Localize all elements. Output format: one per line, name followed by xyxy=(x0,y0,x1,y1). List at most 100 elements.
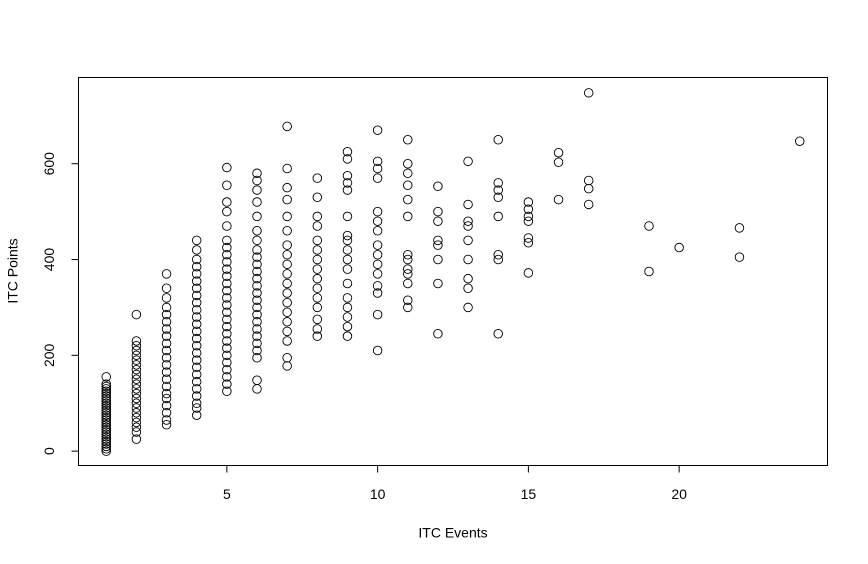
point xyxy=(222,206,232,217)
point xyxy=(222,343,232,353)
point xyxy=(312,331,323,341)
point xyxy=(131,336,142,346)
point xyxy=(131,427,142,437)
point xyxy=(191,297,202,308)
point xyxy=(222,350,232,361)
point xyxy=(523,216,534,226)
point xyxy=(252,252,262,262)
point xyxy=(191,340,202,351)
point xyxy=(312,273,323,284)
point xyxy=(191,235,202,246)
point xyxy=(222,357,232,368)
point xyxy=(161,345,172,356)
point xyxy=(433,235,443,246)
point xyxy=(101,443,111,454)
point xyxy=(161,302,172,313)
point xyxy=(131,412,142,423)
point xyxy=(342,185,353,195)
point xyxy=(372,249,383,260)
point xyxy=(312,254,323,265)
point xyxy=(222,249,232,260)
point xyxy=(101,405,111,416)
point xyxy=(161,381,172,392)
point xyxy=(282,121,292,132)
point xyxy=(403,254,413,265)
point xyxy=(191,261,202,272)
point xyxy=(161,338,172,349)
point xyxy=(523,211,534,222)
point xyxy=(342,170,353,181)
point xyxy=(312,173,323,183)
point xyxy=(342,302,353,313)
point xyxy=(282,288,292,298)
point xyxy=(161,393,172,404)
point xyxy=(403,269,413,279)
point xyxy=(222,336,232,346)
point xyxy=(131,369,142,380)
point xyxy=(252,245,262,255)
x-axis-label: ITC Events xyxy=(418,525,487,541)
point xyxy=(252,302,262,313)
point xyxy=(252,211,262,222)
point xyxy=(101,408,111,418)
point xyxy=(252,345,262,356)
point xyxy=(191,254,202,265)
point xyxy=(342,230,353,241)
point xyxy=(222,364,232,375)
point xyxy=(282,240,292,250)
point xyxy=(131,360,142,370)
point xyxy=(372,269,383,279)
point xyxy=(131,393,142,404)
point xyxy=(372,216,383,226)
point xyxy=(312,283,323,294)
point xyxy=(222,278,232,289)
point xyxy=(131,434,142,444)
point xyxy=(282,307,292,317)
point xyxy=(282,259,292,270)
point xyxy=(101,412,111,423)
point xyxy=(131,403,142,413)
point xyxy=(191,245,202,255)
point xyxy=(734,252,745,262)
point xyxy=(372,288,383,298)
point xyxy=(403,194,413,205)
point xyxy=(191,410,202,420)
point xyxy=(161,367,172,377)
point xyxy=(161,293,172,303)
point xyxy=(161,352,172,363)
point xyxy=(523,238,534,248)
point xyxy=(101,386,111,397)
point xyxy=(463,283,473,294)
point xyxy=(131,355,142,365)
point xyxy=(131,350,142,361)
point xyxy=(282,163,292,174)
point xyxy=(252,295,262,305)
point xyxy=(161,400,172,411)
point xyxy=(101,420,111,430)
point xyxy=(252,375,262,385)
point xyxy=(101,403,111,413)
point xyxy=(372,163,383,174)
point xyxy=(191,369,202,380)
point xyxy=(101,434,111,444)
point xyxy=(312,324,323,334)
point xyxy=(342,235,353,246)
y-tick-label: 400 xyxy=(41,248,57,272)
point xyxy=(403,278,413,289)
point xyxy=(463,199,473,210)
point xyxy=(583,175,594,186)
point xyxy=(493,249,503,260)
point xyxy=(312,245,323,255)
point xyxy=(161,331,172,341)
point xyxy=(161,408,172,418)
point xyxy=(222,379,232,389)
point xyxy=(191,398,202,408)
point xyxy=(161,415,172,425)
point xyxy=(161,388,172,399)
point xyxy=(372,345,383,356)
point xyxy=(222,180,232,191)
point xyxy=(161,317,172,327)
point xyxy=(403,168,413,179)
point xyxy=(342,278,353,289)
